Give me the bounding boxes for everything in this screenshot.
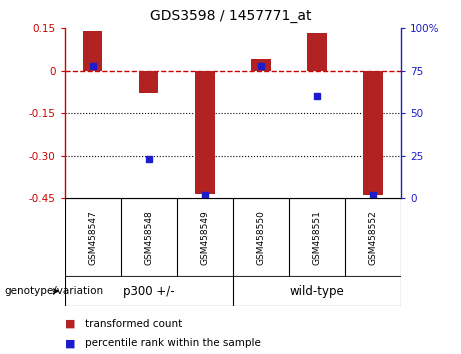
Text: percentile rank within the sample: percentile rank within the sample: [85, 338, 261, 348]
Text: GSM458549: GSM458549: [200, 210, 209, 264]
Text: GSM458551: GSM458551: [313, 210, 321, 265]
Bar: [139, 71, 159, 93]
Text: GSM458550: GSM458550: [256, 210, 266, 265]
Text: ■: ■: [65, 319, 75, 329]
Bar: [307, 33, 327, 71]
Text: GSM458552: GSM458552: [368, 210, 378, 264]
Text: GDS3598 / 1457771_at: GDS3598 / 1457771_at: [150, 9, 311, 23]
Bar: [83, 30, 102, 71]
Text: wild-type: wild-type: [290, 285, 344, 298]
Text: transformed count: transformed count: [85, 319, 183, 329]
Text: genotype/variation: genotype/variation: [5, 286, 104, 296]
Text: GSM458548: GSM458548: [144, 210, 153, 264]
Bar: [195, 71, 214, 194]
Bar: [251, 59, 271, 71]
Bar: [363, 71, 383, 195]
Text: p300 +/-: p300 +/-: [123, 285, 174, 298]
Text: GSM458547: GSM458547: [88, 210, 97, 264]
Text: ■: ■: [65, 338, 75, 348]
